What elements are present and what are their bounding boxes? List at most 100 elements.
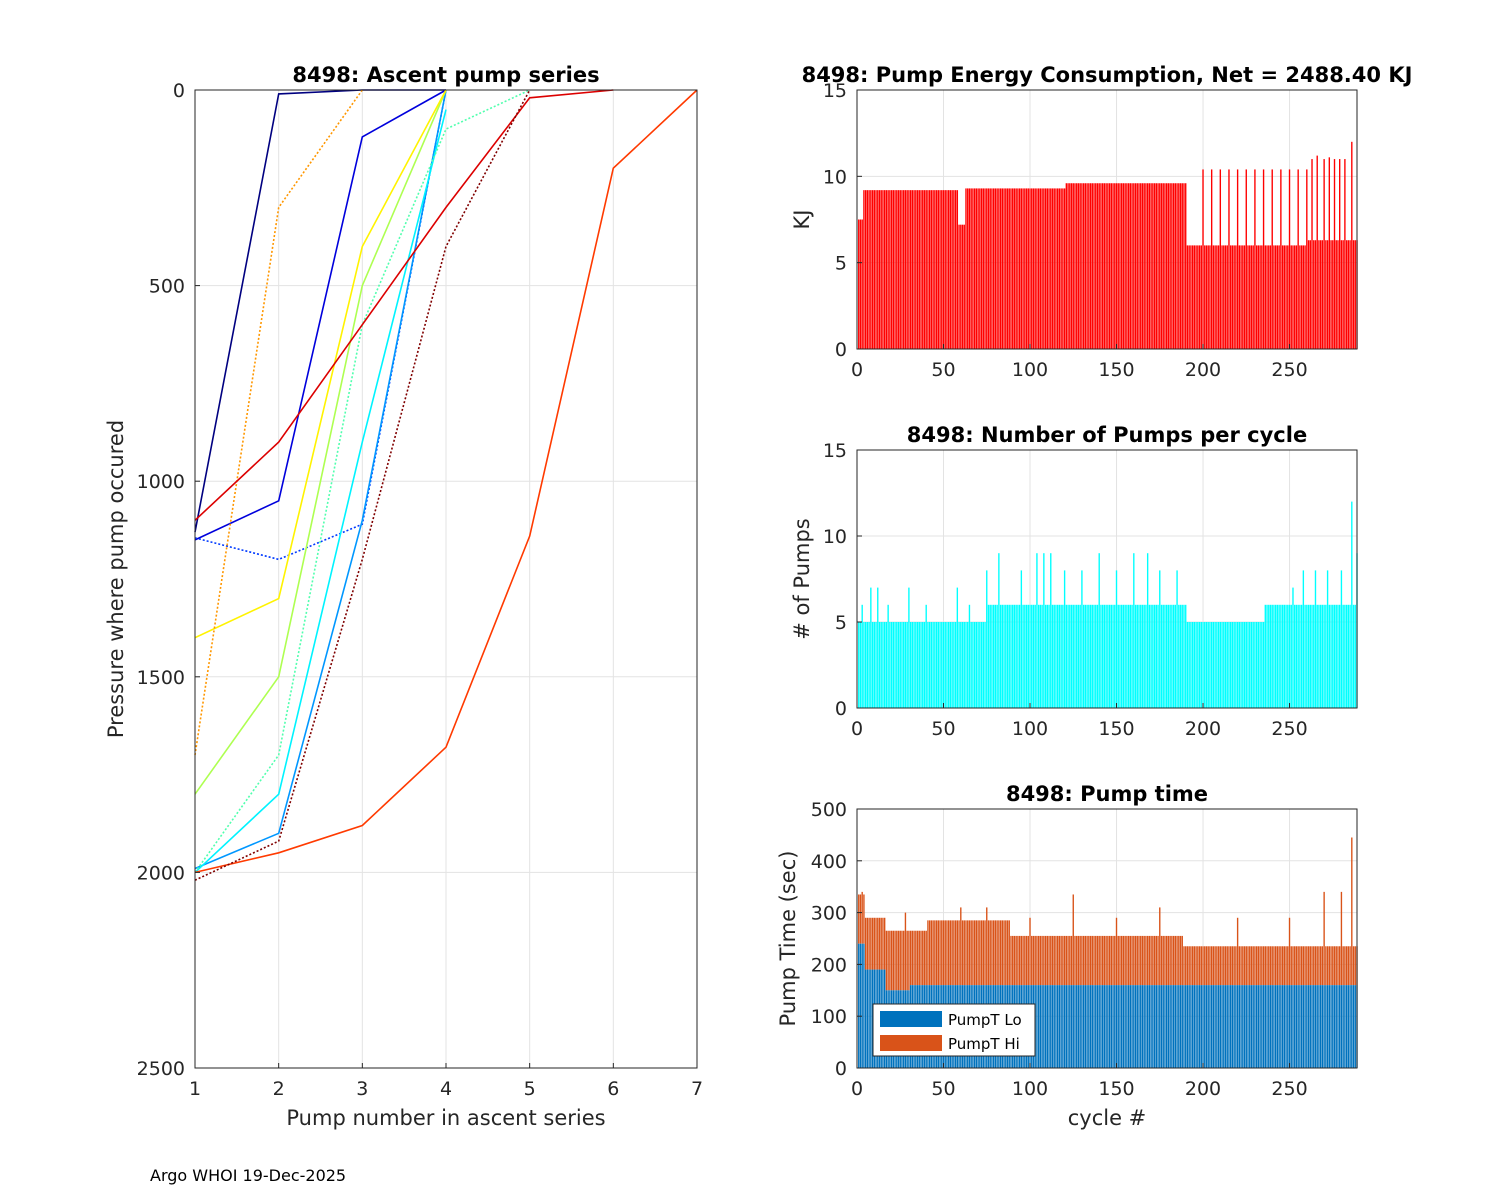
bar xyxy=(909,622,912,708)
bar-lo xyxy=(1121,985,1123,1068)
bar xyxy=(1271,169,1273,349)
bar xyxy=(992,188,995,349)
bar xyxy=(1114,604,1116,708)
bar-lo xyxy=(1295,985,1298,1068)
bar xyxy=(1210,622,1213,708)
bar xyxy=(1095,183,1097,349)
bar xyxy=(1292,245,1294,349)
bar xyxy=(1352,240,1355,349)
bar xyxy=(1193,245,1196,349)
bar-hi xyxy=(1153,935,1156,986)
bar xyxy=(1015,188,1017,349)
bar xyxy=(899,190,901,349)
bar xyxy=(1214,622,1216,708)
bar xyxy=(1231,245,1234,349)
bar-lo xyxy=(1160,985,1163,1068)
bar xyxy=(1302,245,1305,349)
bar xyxy=(1302,570,1305,708)
bar-lo xyxy=(1166,985,1168,1068)
bar-hi xyxy=(918,930,920,986)
x-tick-label: 150 xyxy=(1098,718,1134,740)
bar xyxy=(1255,622,1258,708)
bar-hi xyxy=(1076,935,1078,986)
bar-lo xyxy=(1140,985,1142,1068)
bar-hi xyxy=(1157,935,1159,986)
bar xyxy=(1247,622,1249,708)
bar xyxy=(1074,604,1076,708)
bar xyxy=(1318,240,1320,349)
bar-lo xyxy=(1124,985,1126,1068)
bar-lo xyxy=(1228,985,1230,1068)
bar-lo xyxy=(1204,985,1206,1068)
bar-lo xyxy=(1126,985,1128,1068)
bar xyxy=(1224,622,1227,708)
bar-hi xyxy=(1065,935,1068,986)
bar xyxy=(1126,183,1128,349)
bar-lo xyxy=(1326,985,1329,1068)
bar xyxy=(1216,622,1218,708)
bar xyxy=(1051,188,1054,349)
bar xyxy=(1238,245,1241,349)
bar-lo xyxy=(1238,985,1241,1068)
bar xyxy=(1249,622,1251,708)
bar-lo xyxy=(1176,985,1178,1068)
bar-hi xyxy=(968,920,971,986)
bar xyxy=(1129,604,1132,708)
bar-lo xyxy=(1352,985,1355,1068)
bar xyxy=(1101,183,1104,349)
bar xyxy=(1254,169,1256,349)
bar xyxy=(1186,622,1189,708)
bar xyxy=(1344,159,1346,349)
bar-lo xyxy=(1259,985,1261,1068)
bar xyxy=(1003,188,1005,349)
bar-lo xyxy=(1250,985,1253,1068)
x-tick-label: 100 xyxy=(1012,718,1048,740)
x-tick-label: 100 xyxy=(1012,359,1048,381)
bar-hi xyxy=(1006,920,1009,986)
bar xyxy=(967,188,969,349)
bar xyxy=(1171,604,1173,708)
bar xyxy=(1216,245,1218,349)
bar xyxy=(1067,604,1069,708)
bar xyxy=(1300,604,1303,708)
bar xyxy=(1140,604,1142,708)
legend-swatch xyxy=(880,1035,942,1051)
bar xyxy=(1134,604,1137,708)
bar-lo xyxy=(1089,985,1092,1068)
bar xyxy=(1145,604,1147,708)
bar xyxy=(1069,604,1071,708)
chart-title: 8498: Number of Pumps per cycle xyxy=(907,423,1307,447)
bar-lo xyxy=(1297,985,1299,1068)
bar-lo xyxy=(859,943,862,1068)
bar xyxy=(875,622,877,708)
bar xyxy=(1088,604,1090,708)
bar xyxy=(987,188,990,349)
bar xyxy=(1207,245,1209,349)
bar xyxy=(1096,604,1099,708)
bar xyxy=(986,188,988,349)
bar-hi xyxy=(1271,946,1273,986)
bar-hi xyxy=(894,930,896,991)
bar-hi xyxy=(1060,935,1062,986)
bar xyxy=(984,188,986,349)
bar xyxy=(1236,622,1239,708)
bar-lo xyxy=(1325,985,1327,1068)
bar xyxy=(941,622,943,708)
x-tick-label: 50 xyxy=(931,1078,955,1100)
bar xyxy=(1269,245,1272,349)
bar-lo xyxy=(1037,985,1040,1068)
bar-hi xyxy=(904,912,907,991)
bar xyxy=(1290,604,1292,708)
bar xyxy=(1252,622,1254,708)
bar-lo xyxy=(1174,985,1177,1068)
bar-lo xyxy=(1115,985,1118,1068)
bar-hi xyxy=(1138,935,1140,986)
bar xyxy=(968,604,971,708)
bar xyxy=(871,622,874,708)
bar-hi xyxy=(1152,935,1154,986)
bar xyxy=(1005,188,1007,349)
bar-hi xyxy=(1110,935,1113,986)
bar-lo xyxy=(870,969,872,1068)
bar-hi xyxy=(911,930,914,986)
bar xyxy=(868,622,870,708)
